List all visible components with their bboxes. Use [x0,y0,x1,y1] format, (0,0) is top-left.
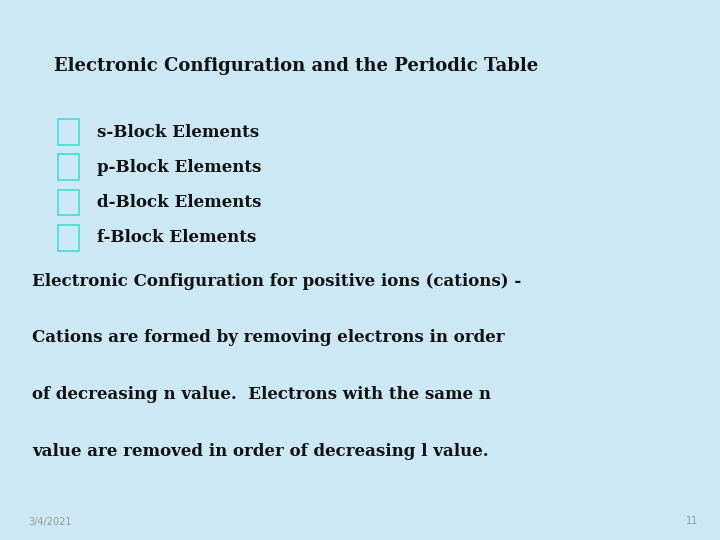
Text: Cations are formed by removing electrons in order: Cations are formed by removing electrons… [32,329,505,346]
Text: Electronic Configuration for positive ions (cations) -: Electronic Configuration for positive io… [32,273,522,289]
Text: f-Block Elements: f-Block Elements [97,229,256,246]
FancyBboxPatch shape [58,154,79,180]
Text: p-Block Elements: p-Block Elements [97,159,261,176]
Text: s-Block Elements: s-Block Elements [97,124,259,141]
Text: d-Block Elements: d-Block Elements [97,194,261,211]
Text: 11: 11 [686,516,698,526]
Text: of decreasing n value.  Electrons with the same n: of decreasing n value. Electrons with th… [32,386,491,403]
Text: 3/4/2021: 3/4/2021 [29,516,72,526]
FancyBboxPatch shape [58,225,79,251]
FancyBboxPatch shape [58,190,79,215]
Text: Electronic Configuration and the Periodic Table: Electronic Configuration and the Periodi… [54,57,539,75]
Text: value are removed in order of decreasing l value.: value are removed in order of decreasing… [32,443,489,460]
FancyBboxPatch shape [58,119,79,145]
